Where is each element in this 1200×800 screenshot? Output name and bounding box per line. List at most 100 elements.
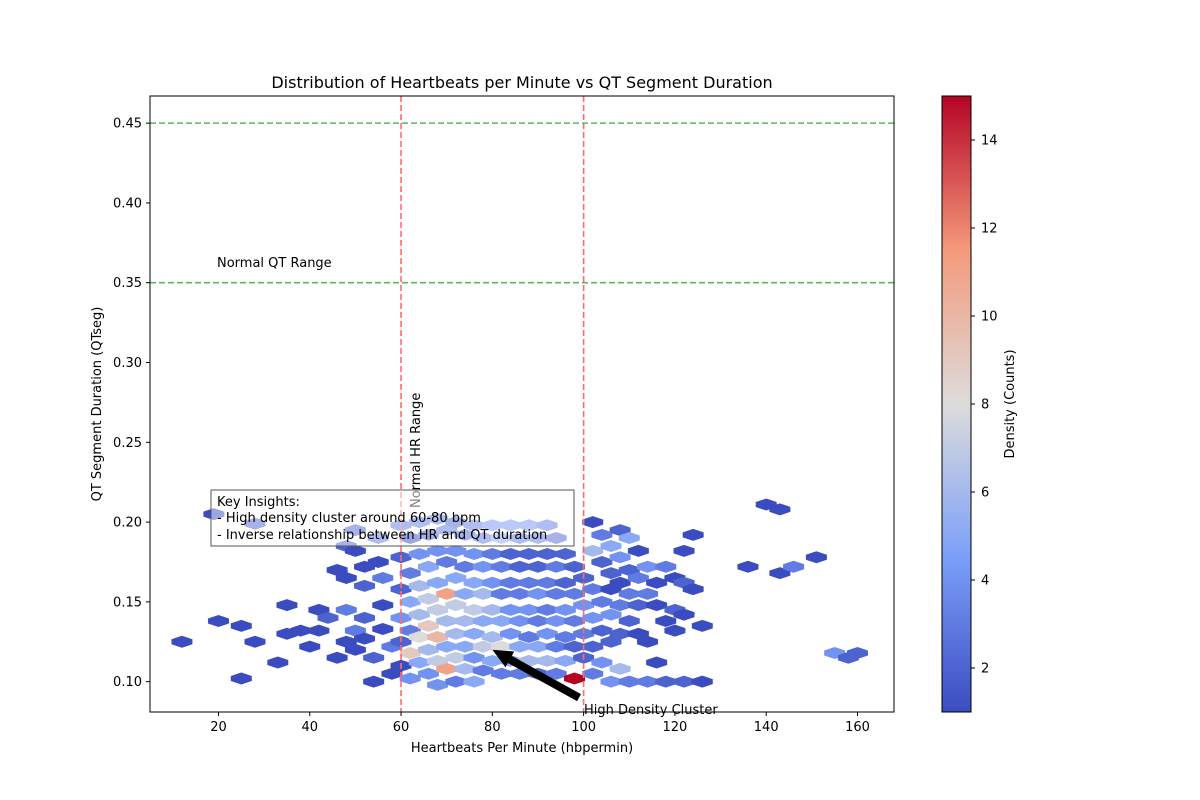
hexbin-cell: [655, 560, 677, 573]
hexbin-cell: [417, 560, 439, 573]
hexbin-cell: [691, 675, 713, 688]
hexbin-cell: [627, 599, 649, 612]
hexbin-cell: [481, 654, 503, 667]
hexbin-cell: [472, 664, 494, 677]
hexbin-cell: [490, 615, 512, 628]
hexbin-cell: [399, 567, 421, 580]
hexbin-cell: [472, 560, 494, 573]
y-tick-label: 0.35: [113, 276, 142, 291]
hexbin-cell: [372, 599, 394, 612]
hexbin-cell: [563, 560, 585, 573]
hexbin-cell: [408, 656, 430, 669]
hexbin-cell: [573, 627, 595, 640]
x-tick-label: 20: [210, 720, 227, 735]
x-tick-label: 140: [754, 720, 779, 735]
hexbin-cell: [290, 624, 312, 637]
hexbin-cell: [682, 528, 704, 541]
hexbin-cell: [637, 635, 659, 648]
hexbin-cell: [326, 651, 348, 664]
key-insights-background: [210, 489, 575, 547]
x-axis-label: Heartbeats Per Minute (hbpermin): [411, 741, 633, 756]
hexbin-cell: [472, 587, 494, 600]
key-insight-2: - Inverse relationship between HR and QT…: [217, 528, 547, 543]
hexbin-cell: [554, 576, 576, 589]
hexbin-cell: [609, 662, 631, 675]
hexbin-cell: [554, 654, 576, 667]
hexbin-cell: [582, 516, 604, 529]
hexbin-cell: [554, 630, 576, 643]
hexbin-cell: [490, 667, 512, 680]
hexbin-cell: [454, 662, 476, 675]
key-insights-title: Key Insights:: [217, 495, 300, 510]
hexbin-cell: [427, 603, 449, 616]
hexbin-cell: [171, 635, 193, 648]
hexbin-cell: [335, 635, 357, 648]
hexbin-cell: [417, 592, 439, 605]
hexbin-cell: [445, 675, 467, 688]
hexbin-cell: [545, 587, 567, 600]
hexbin-cell: [609, 551, 631, 564]
hexbin-cell: [536, 548, 558, 561]
chart-title: Distribution of Heartbeats per Minute vs…: [271, 73, 772, 92]
y-tick-label: 0.10: [113, 675, 142, 690]
hexbin-cell: [463, 627, 485, 640]
hexbin-cell: [207, 615, 229, 628]
hexbin-cell: [563, 640, 585, 653]
colorbar-tick-label: 10: [981, 310, 998, 325]
x-tick-label: 40: [301, 720, 318, 735]
hexbin-cell: [609, 524, 631, 537]
hexbin-cell: [509, 587, 531, 600]
reference-lines: [150, 96, 894, 712]
hexbin-cell: [427, 576, 449, 589]
hexbin-cell: [490, 587, 512, 600]
hexbin-cell: [518, 630, 540, 643]
hexbin-cell: [463, 651, 485, 664]
colorbar-label: Density (Counts): [1003, 349, 1018, 458]
hexbin-cell: [509, 560, 531, 573]
arrow-shaft: [507, 655, 581, 702]
hexbin-cell: [618, 532, 640, 545]
hexbin-cell: [600, 540, 622, 553]
hexbin-cell: [646, 656, 668, 669]
hexbin-cell: [591, 528, 613, 541]
hexbin-cell: [618, 587, 640, 600]
hexbin-cell: [545, 667, 567, 680]
hexbin-cell: [408, 579, 430, 592]
hexbin-cell: [609, 627, 631, 640]
hexbin-cell: [655, 615, 677, 628]
hexbin-cell: [582, 544, 604, 557]
hexbin-cell: [463, 576, 485, 589]
y-tick-label: 0.20: [113, 516, 142, 531]
colorbar: [941, 95, 972, 713]
hexbin-cell: [299, 640, 321, 653]
hexbin-cell: [472, 640, 494, 653]
hexbin-cell: [381, 667, 403, 680]
hexbin-cell: [472, 615, 494, 628]
hexbin-cell: [527, 587, 549, 600]
hexbin-cell: [230, 672, 252, 685]
hexbin-cell: [536, 576, 558, 589]
hexbin-cell: [230, 619, 252, 632]
hexbin-cell: [673, 544, 695, 557]
key-insight-1: - High density cluster around 60-80 bpm: [217, 511, 481, 526]
hexbin-cell: [582, 611, 604, 624]
hexbin-cell: [417, 643, 439, 656]
hexbin-cell: [417, 619, 439, 632]
x-axis-ticks: 20 40 60 80 100 120 140 160: [210, 712, 870, 735]
hexbin-cell: [454, 615, 476, 628]
hexbin-cell: [308, 603, 330, 616]
hexbin-cell: [509, 615, 531, 628]
hexbin-cell: [363, 651, 385, 664]
hexbin-cell: [408, 630, 430, 643]
hexbin-cell: [335, 603, 357, 616]
hexbin-cell: [463, 675, 485, 688]
x-tick-label: 100: [571, 720, 596, 735]
hexbin-cell: [673, 675, 695, 688]
x-tick-label: 120: [662, 720, 687, 735]
hexbin-cell: [408, 608, 430, 621]
hexbin-cell: [267, 656, 289, 669]
hexbin-cell: [600, 567, 622, 580]
hexbin-cell: [536, 627, 558, 640]
hexbin-cell: [545, 640, 567, 653]
hexbin-cell: [563, 587, 585, 600]
